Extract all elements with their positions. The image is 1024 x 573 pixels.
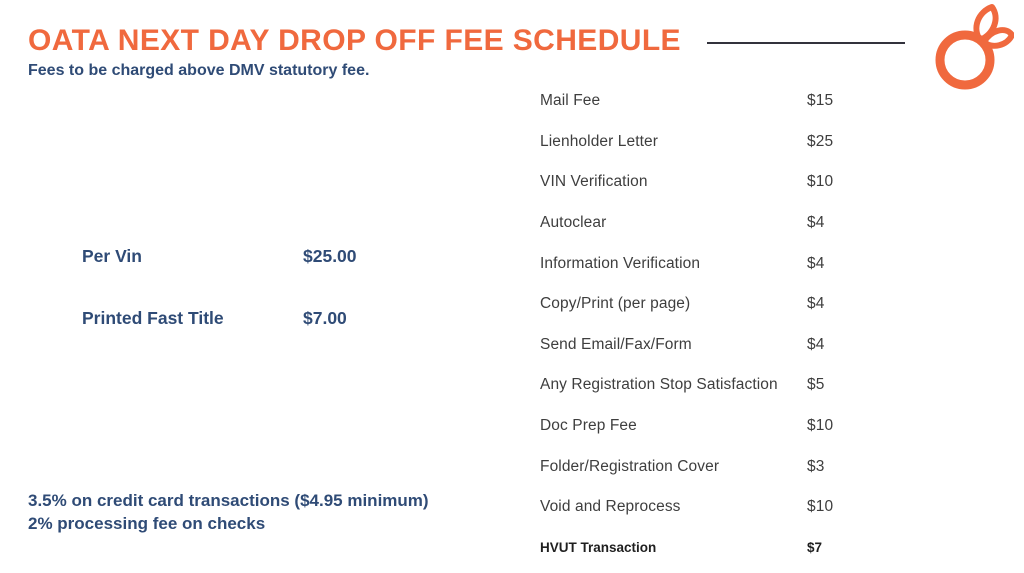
fee-label: Information Verification — [540, 254, 701, 272]
fee-row: Doc Prep Fee $10 — [540, 406, 850, 447]
fee-price: $4 — [807, 335, 825, 353]
fee-price: $10 — [807, 417, 834, 435]
fee-row: Information Verification $4 — [540, 243, 850, 284]
fee-label: Autoclear — [540, 214, 607, 232]
credit-card-note: 3.5% on credit card transactions ($4.95 … — [28, 491, 429, 510]
fee-row: Folder/Registration Cover $3 — [540, 446, 850, 487]
page-subtitle: Fees to be charged above DMV statutory f… — [28, 62, 370, 79]
page-title: OATA NEXT DAY DROP OFF FEE SCHEDULE — [28, 24, 681, 57]
fee-price: $7 — [807, 540, 823, 556]
fee-price: $4 — [807, 254, 825, 272]
payment-notes: 3.5% on credit card transactions ($4.95 … — [28, 489, 429, 535]
fee-price: $25.00 — [303, 245, 357, 266]
fee-row: Printed Fast Title $7.00 — [82, 305, 412, 331]
fee-row: VIN Verification $10 — [540, 162, 850, 203]
fee-row: Per Vin $25.00 — [82, 243, 412, 269]
fee-price: $4 — [807, 295, 825, 313]
fee-label: Mail Fee — [540, 92, 601, 110]
fee-label: Any Registration Stop Satisfaction — [540, 376, 778, 394]
fee-row: Copy/Print (per page) $4 — [540, 284, 850, 325]
fee-price: $7.00 — [303, 307, 347, 328]
fee-label: Void and Reprocess — [540, 498, 681, 516]
fee-price: $4 — [807, 214, 825, 232]
fee-row: HVUT Transaction $7 — [540, 528, 850, 569]
fee-price: $15 — [807, 92, 834, 110]
fee-label: Per Vin — [82, 245, 142, 266]
fee-price: $3 — [807, 457, 825, 475]
fee-price: $25 — [807, 132, 834, 150]
fee-label: HVUT Transaction — [540, 540, 657, 556]
fee-label: Doc Prep Fee — [540, 417, 637, 435]
fee-price: $10 — [807, 173, 834, 191]
fee-label: Copy/Print (per page) — [540, 295, 691, 313]
fee-label: Printed Fast Title — [82, 307, 224, 328]
fee-row: Void and Reprocess $10 — [540, 487, 850, 528]
left-fee-list: Per Vin $25.00 Printed Fast Title $7.00 — [82, 243, 412, 367]
fee-row: Lienholder Letter $25 — [540, 122, 850, 163]
fee-row: Send Email/Fax/Form $4 — [540, 325, 850, 366]
fee-price: $10 — [807, 498, 834, 516]
check-processing-note: 2% processing fee on checks — [28, 514, 266, 533]
right-fee-list: Mail Fee $15 Lienholder Letter $25 VIN V… — [540, 81, 850, 568]
fee-label: VIN Verification — [540, 173, 648, 191]
fee-row: Mail Fee $15 — [540, 81, 850, 122]
fee-label: Folder/Registration Cover — [540, 457, 720, 475]
orange-fruit-icon — [935, 4, 1014, 90]
fee-label: Send Email/Fax/Form — [540, 335, 692, 353]
fee-row: Any Registration Stop Satisfaction $5 — [540, 365, 850, 406]
header-divider-line — [707, 42, 905, 44]
fee-row: Autoclear $4 — [540, 203, 850, 244]
fee-label: Lienholder Letter — [540, 132, 659, 150]
fee-price: $5 — [807, 376, 825, 394]
